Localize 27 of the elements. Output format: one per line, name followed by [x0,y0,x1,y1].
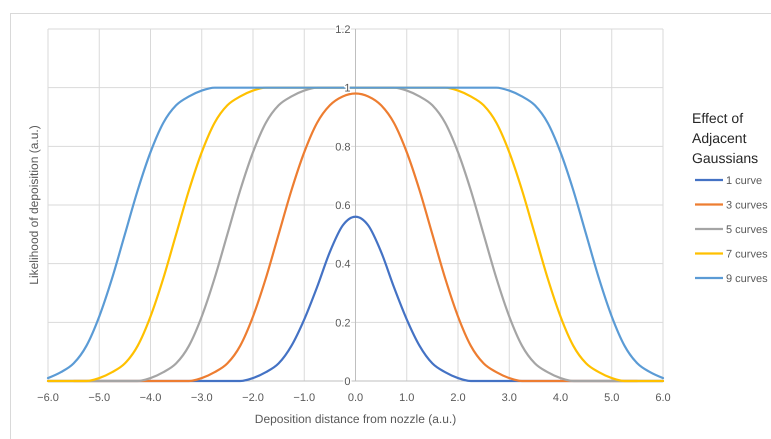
x-tick-label: 5.0 [604,392,620,404]
x-tick-label: 0.0 [348,392,364,404]
legend-label: 7 curves [726,248,768,260]
x-tick-label: −2.0 [242,392,264,404]
y-tick-label: 0.4 [335,258,350,271]
legend-label: 1 curve [726,175,762,187]
y-axis-title: Likelihood of depoisition (a.u.) [27,125,41,285]
x-tick-label: −1.0 [293,392,316,404]
x-tick-label: −5.0 [88,392,110,404]
y-tick-label: 0 [344,376,350,388]
x-tick-label: −6.0 [37,392,59,404]
legend-label: 9 curves [726,273,768,285]
y-tick-label: 0.2 [335,317,350,330]
legend-label: 5 curves [726,224,768,236]
x-tick-label: 6.0 [655,392,671,404]
x-tick-label: 2.0 [450,392,466,404]
x-tick-label: 3.0 [502,392,517,404]
x-tick-label: −3.0 [190,392,213,404]
x-axis-title: Deposition distance from nozzle (a.u.) [254,412,456,426]
x-tick-label: −4.0 [140,392,162,404]
x-tick-label: 1.0 [399,392,414,404]
y-tick-label: 1.2 [335,24,350,36]
legend-label: 3 curves [726,200,768,212]
legend-title: Effect of Adjacent Gaussians [692,110,758,166]
y-tick-label: 0.6 [335,200,350,212]
y-tick-label: 0.8 [335,141,350,154]
x-tick-label: 4.0 [552,392,568,404]
